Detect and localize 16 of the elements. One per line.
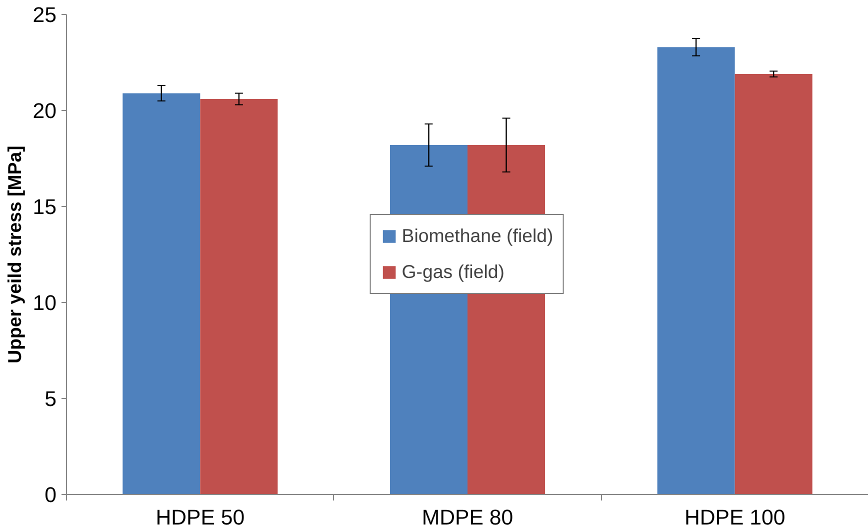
y-tick-label: 20 [32,99,57,123]
x-tick-label: HDPE 50 [156,506,245,530]
y-tick-label: 25 [32,3,57,27]
legend-label: Biomethane (field) [402,225,554,247]
y-tick-label: 15 [32,195,57,219]
x-tick-label: MDPE 80 [422,506,514,530]
y-tick-label: 0 [44,483,57,507]
bar [734,74,812,494]
bar [657,47,735,494]
bar [122,93,200,494]
y-tick-label: 5 [44,387,57,411]
bar [200,98,278,494]
y-tick-label: 10 [32,291,57,315]
y-axis-title: Upper yeild stress [MPa] [4,146,25,364]
x-tick-label: HDPE 100 [684,506,786,530]
legend-label: G-gas (field) [402,261,504,283]
